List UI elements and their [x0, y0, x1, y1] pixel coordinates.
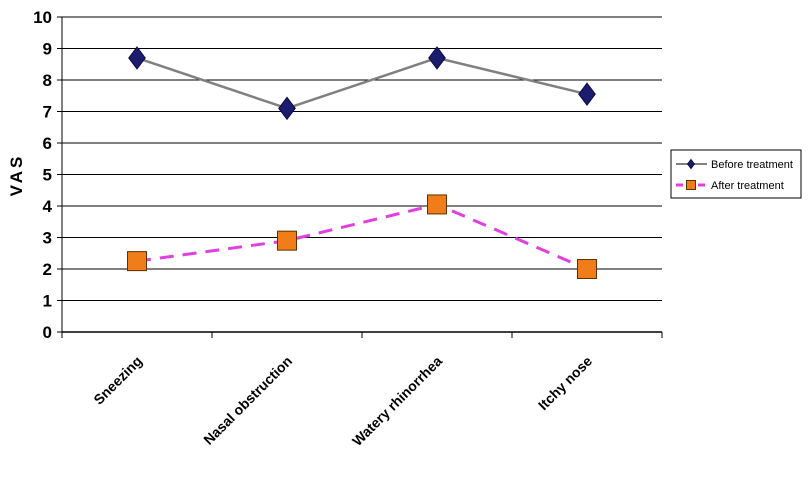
gridlines	[62, 16, 662, 301]
y-tick-label: 4	[43, 197, 53, 216]
x-tick-label: Sneezing	[90, 353, 145, 408]
y-tick-label: 8	[43, 71, 52, 90]
y-axis-label: VAS	[7, 154, 26, 197]
y-tick-label: 1	[43, 292, 52, 311]
legend-label: Before treatment	[711, 159, 793, 171]
y-tick-label: 6	[43, 134, 52, 153]
series-line	[136, 56, 588, 110]
data-point-diamond	[128, 46, 146, 70]
series-line	[136, 202, 588, 271]
data-point-square	[277, 230, 297, 251]
x-tick-label: Itchy nose	[535, 353, 595, 413]
x-tick-label: Nasal obstruction	[200, 353, 295, 448]
legend-label: After treatment	[711, 180, 784, 192]
data-point-diamond	[278, 96, 296, 121]
y-tick-label: 0	[43, 323, 52, 342]
axes	[57, 16, 663, 338]
y-tick-label: 2	[43, 260, 52, 279]
y-tick-labels: 0 1 2 3 4 5 6 7 8 9 10	[33, 8, 52, 342]
x-tick-label: Watery rhinorrhea	[349, 353, 445, 449]
data-point-diamond	[428, 46, 446, 70]
y-tick-label: 5	[43, 166, 52, 185]
data-point-square	[686, 180, 696, 190]
x-tick-labels: Sneezing Nasal obstruction Watery rhinorrh…	[90, 353, 595, 449]
data-point-diamond	[687, 158, 695, 170]
legend: Before treatment After treatment	[670, 149, 802, 199]
data-point-square	[427, 194, 447, 215]
series-markers	[127, 46, 597, 279]
y-tick-label: 9	[43, 40, 52, 59]
y-tick-label: 10	[33, 8, 52, 27]
data-point-square	[127, 251, 147, 272]
y-tick-label: 7	[43, 103, 52, 122]
y-tick-label: 3	[43, 229, 52, 248]
data-point-square	[577, 259, 597, 279]
series-lines	[136, 56, 588, 271]
data-point-diamond	[578, 82, 596, 107]
